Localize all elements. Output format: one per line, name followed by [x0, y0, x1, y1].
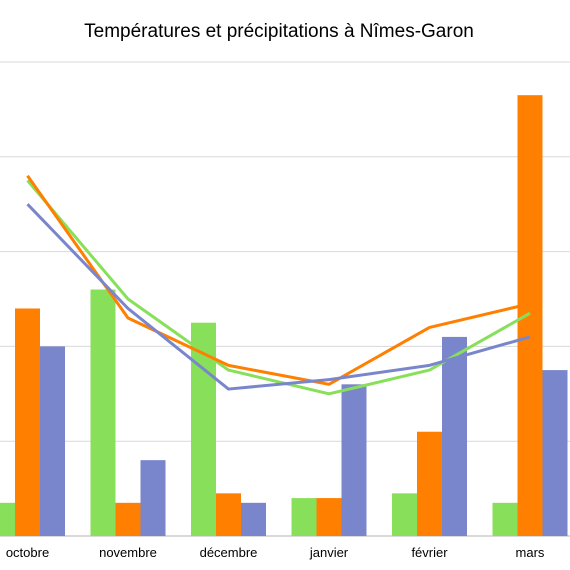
bar [316, 498, 342, 536]
gridlines [0, 61, 570, 537]
bar [517, 95, 543, 537]
bar [241, 502, 266, 536]
lines [26, 174, 531, 396]
bar [90, 289, 116, 536]
bar [341, 384, 367, 536]
bar [216, 493, 241, 536]
series-line [26, 174, 531, 386]
bar [15, 308, 40, 536]
bar [0, 502, 15, 536]
x-axis-tick-labels: octobre novembre décembre janvier février mar… [6, 545, 545, 560]
x-tick-label: janvier [309, 545, 349, 560]
bar [140, 460, 166, 536]
x-tick-label: mars [516, 545, 545, 560]
bar [40, 346, 65, 536]
x-tick-label: octobre [6, 545, 49, 560]
x-tick-label: novembre [99, 545, 157, 560]
x-tick-label: décembre [200, 545, 258, 560]
bar [115, 502, 141, 536]
bar [392, 493, 417, 536]
series-line [26, 203, 531, 391]
bar [417, 431, 442, 536]
bar [442, 336, 467, 536]
chart-title: Températures et précipitations à Nîmes-G… [84, 21, 474, 42]
bar [492, 502, 518, 536]
x-tick-label: février [411, 545, 448, 560]
bar [291, 498, 317, 536]
bar [542, 370, 568, 536]
